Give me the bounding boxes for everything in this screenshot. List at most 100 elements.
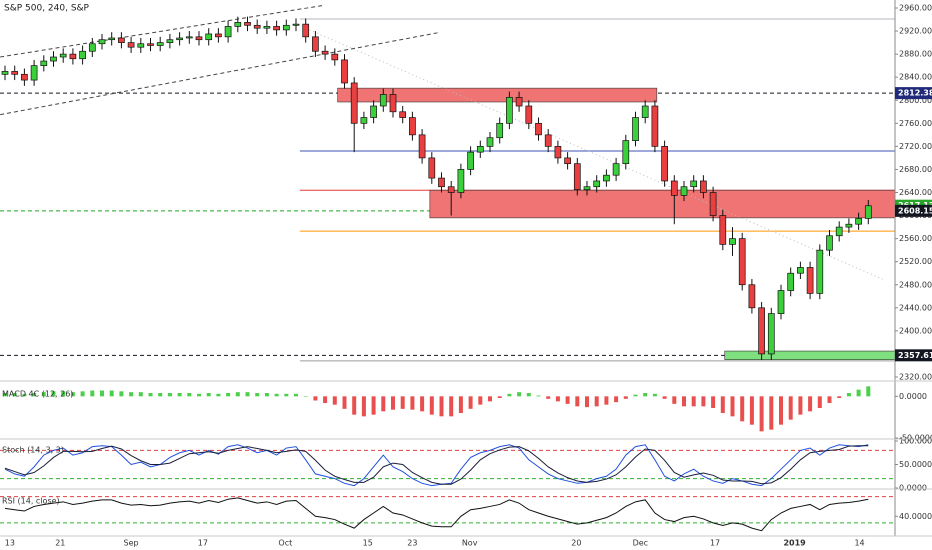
candle-body xyxy=(767,313,775,355)
macd-bar xyxy=(391,396,395,410)
candle-body xyxy=(30,65,38,81)
macd-bar xyxy=(323,396,328,403)
x-tick-label: 23 xyxy=(407,539,417,548)
stoch-line xyxy=(4,445,869,485)
candle-body xyxy=(379,94,387,107)
candle-body xyxy=(253,24,261,29)
candle-body xyxy=(156,42,164,46)
macd-bar xyxy=(652,393,657,397)
macd-bar xyxy=(449,396,454,417)
macd-bar xyxy=(808,396,813,412)
candle-body xyxy=(127,42,135,48)
candle-body xyxy=(515,97,523,107)
candle-body xyxy=(806,267,814,294)
y-tick-label: 2640.00 xyxy=(899,188,932,197)
candle-body xyxy=(234,22,242,27)
candle-body xyxy=(544,134,552,147)
price-badge xyxy=(895,87,932,100)
candle-body xyxy=(11,71,19,75)
candle-body xyxy=(331,53,339,61)
candle-body xyxy=(137,43,145,48)
candle-body xyxy=(835,226,843,237)
x-tick-label: 21 xyxy=(55,539,65,548)
macd-bar xyxy=(672,396,677,404)
candle-body xyxy=(787,272,795,291)
macd-bar xyxy=(3,393,7,397)
candle-body xyxy=(758,307,765,355)
candle-body xyxy=(797,267,804,274)
macd-bar xyxy=(604,396,609,405)
y-tick-label: 2880.00 xyxy=(899,50,932,59)
x-tick-label: Oct xyxy=(278,539,292,548)
macd-bar xyxy=(488,396,492,402)
y-tick-label: 2520.00 xyxy=(899,257,932,266)
candle-body xyxy=(370,105,377,118)
candle-body xyxy=(205,33,213,41)
candle-body xyxy=(457,169,465,193)
candle-body xyxy=(670,180,678,196)
candle-body xyxy=(428,157,436,179)
macd-bar xyxy=(439,396,444,417)
macd-bar xyxy=(633,394,638,397)
macd-bar xyxy=(478,396,483,405)
y-tick-label: 2920.00 xyxy=(899,27,932,36)
macd-bar xyxy=(400,396,405,409)
candle-body xyxy=(661,146,668,182)
macd-bar xyxy=(856,389,861,397)
candle-body xyxy=(79,50,86,60)
candle-body xyxy=(593,180,601,188)
candle-body xyxy=(40,60,48,67)
zone-box xyxy=(724,350,895,361)
candle-body xyxy=(69,53,77,60)
candle-body xyxy=(816,249,824,294)
pane-label: Stoch (14, 3, 3) xyxy=(2,446,64,455)
rsi-line xyxy=(4,497,869,532)
candle-body xyxy=(496,122,504,139)
macd-bar xyxy=(32,393,37,397)
macd-bar xyxy=(711,396,716,408)
macd-bar xyxy=(769,396,774,430)
price-badge-label: 2812.38 xyxy=(898,89,932,98)
candle-body xyxy=(855,218,862,225)
candle-body xyxy=(195,36,203,41)
candle-body xyxy=(467,151,474,170)
price-badge xyxy=(895,349,932,362)
macd-bar xyxy=(837,396,842,398)
candle-body xyxy=(486,137,494,147)
macd-bar xyxy=(458,396,463,413)
candle-body xyxy=(573,163,581,190)
candle-body xyxy=(312,36,319,52)
macd-bar xyxy=(158,393,163,397)
macd-bar xyxy=(255,393,260,397)
candle-body xyxy=(273,26,280,31)
macd-bar xyxy=(546,396,551,399)
macd-bar xyxy=(779,396,783,425)
candle-body xyxy=(399,111,407,118)
macd-bar xyxy=(565,396,570,404)
x-tick-label: 20 xyxy=(571,539,581,548)
candle-body xyxy=(360,117,368,124)
macd-bar xyxy=(730,396,735,417)
candle-body xyxy=(719,215,727,245)
macd-bar xyxy=(12,393,17,397)
macd-bar xyxy=(22,393,27,397)
macd-bar xyxy=(61,391,66,397)
y-tick-label: 2680.00 xyxy=(899,165,932,174)
y-tick-label: 2720.00 xyxy=(899,142,932,151)
macd-bar xyxy=(197,393,201,397)
price-badge-label: 2608.15 xyxy=(898,206,932,215)
candle-body xyxy=(690,180,698,188)
macd-bar xyxy=(313,396,318,401)
y-tick-label: 2480.00 xyxy=(899,280,932,289)
macd-bar xyxy=(109,390,114,397)
macd-bar xyxy=(866,386,871,397)
macd-bar xyxy=(303,396,308,397)
macd-bar xyxy=(235,392,240,397)
x-tick-label: Sep xyxy=(124,539,139,548)
macd-bar xyxy=(90,390,95,397)
macd-bar xyxy=(827,396,832,403)
macd-bar xyxy=(420,396,425,412)
candle-body xyxy=(176,37,183,41)
